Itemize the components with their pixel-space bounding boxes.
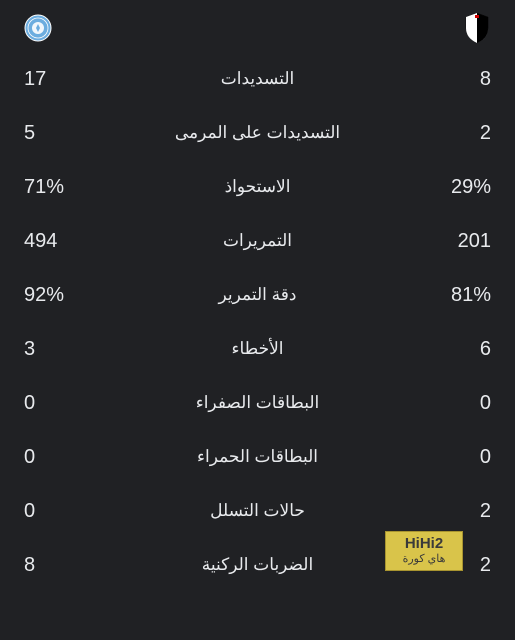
stat-label: التسديدات على المرمى bbox=[84, 123, 431, 143]
stat-label: التمريرات bbox=[84, 231, 431, 251]
stat-row: 81% دقة التمرير 92% bbox=[24, 268, 491, 322]
stat-label: حالات التسلل bbox=[84, 501, 431, 521]
stat-label: الضربات الركنية bbox=[84, 555, 431, 575]
stat-row: 0 البطاقات الصفراء 0 bbox=[24, 376, 491, 430]
stat-away-value: 0 bbox=[24, 392, 84, 415]
stat-label: دقة التمرير bbox=[84, 285, 431, 305]
stat-label: الاستحواذ bbox=[84, 177, 431, 197]
stat-away-value: 8 bbox=[24, 554, 84, 577]
stat-label: البطاقات الصفراء bbox=[84, 393, 431, 413]
stat-away-value: 0 bbox=[24, 500, 84, 523]
stat-label: البطاقات الحمراء bbox=[84, 447, 431, 467]
stat-home-value: 0 bbox=[431, 392, 491, 415]
away-team-logo bbox=[24, 14, 52, 42]
stat-row: 8 التسديدات 17 bbox=[24, 52, 491, 106]
stat-home-value: 2 bbox=[431, 122, 491, 145]
stat-row: 6 الأخطاء 3 bbox=[24, 322, 491, 376]
stat-away-value: 5 bbox=[24, 122, 84, 145]
stat-home-value: 201 bbox=[431, 230, 491, 253]
stat-home-value: 6 bbox=[431, 338, 491, 361]
stats-table: 8 التسديدات 17 2 التسديدات على المرمى 5 … bbox=[0, 52, 515, 592]
watermark-line1: HiHi2 bbox=[405, 535, 443, 553]
stat-away-value: 92% bbox=[24, 284, 84, 307]
watermark-badge: HiHi2 هاي كورة bbox=[385, 531, 463, 571]
stat-away-value: 71% bbox=[24, 176, 84, 199]
stat-home-value: 2 bbox=[431, 500, 491, 523]
stat-away-value: 494 bbox=[24, 230, 84, 253]
stat-home-value: 29% bbox=[431, 176, 491, 199]
stat-home-value: 81% bbox=[431, 284, 491, 307]
stat-away-value: 17 bbox=[24, 68, 84, 91]
stat-row: 0 البطاقات الحمراء 0 bbox=[24, 430, 491, 484]
stat-home-value: 8 bbox=[431, 68, 491, 91]
stat-home-value: 0 bbox=[431, 446, 491, 469]
stat-away-value: 3 bbox=[24, 338, 84, 361]
stat-label: الأخطاء bbox=[84, 339, 431, 359]
stat-row: 2 التسديدات على المرمى 5 bbox=[24, 106, 491, 160]
stat-away-value: 0 bbox=[24, 446, 84, 469]
stat-row: 2 حالات التسلل 0 bbox=[24, 484, 491, 538]
watermark-line2: هاي كورة bbox=[403, 553, 446, 566]
stat-row: 201 التمريرات 494 bbox=[24, 214, 491, 268]
home-team-logo bbox=[463, 14, 491, 42]
stat-label: التسديدات bbox=[84, 69, 431, 89]
stat-row: 29% الاستحواذ 71% bbox=[24, 160, 491, 214]
match-header bbox=[0, 0, 515, 52]
